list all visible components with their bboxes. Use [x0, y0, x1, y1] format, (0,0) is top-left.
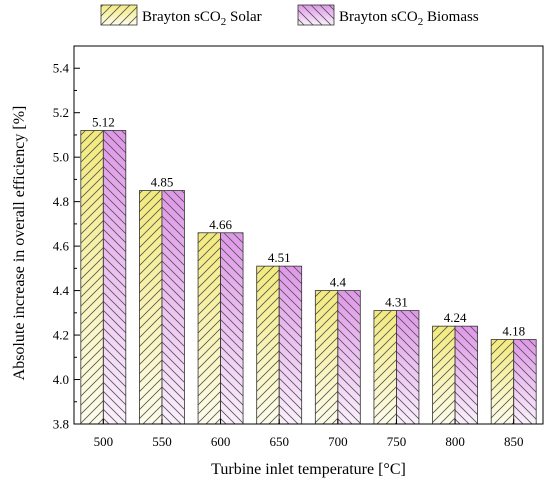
legend-label-subscript: 2: [221, 16, 227, 28]
data-label-550: 4.85: [151, 175, 174, 190]
bar-solar-500: [80, 130, 104, 425]
bar-biomass-700: [337, 290, 361, 425]
data-label-750: 4.31: [385, 295, 408, 310]
data-labels-group: 5.12 4.85 4.66 4.51 4.4 4.31 4.24 4.18: [92, 114, 525, 338]
legend-swatch-hatch: [101, 5, 137, 25]
y-tick-label: 4.2: [53, 328, 69, 343]
bar-hatch: [396, 310, 419, 424]
y-tick-label: 5.0: [53, 150, 69, 165]
x-tick-label-600: 600: [211, 434, 231, 449]
legend: Brayton sCO2 Solar Brayton sCO2 Biomass: [100, 4, 479, 28]
bar-biomass-750: [396, 310, 420, 425]
bar-solar-850: [490, 339, 515, 425]
bar-hatch: [80, 130, 104, 424]
bar-hatch: [103, 130, 126, 424]
data-label-500: 5.12: [92, 114, 115, 129]
data-label-850: 4.18: [502, 324, 525, 339]
y-tick-label: 3.8: [53, 417, 69, 432]
bar-solar-650: [256, 265, 280, 425]
x-axis: 500 550 600 650 700 750 800 850: [94, 419, 524, 449]
bar-hatch: [220, 232, 244, 424]
x-tick-label-800: 800: [445, 434, 465, 449]
x-axis-title: Turbine inlet temperature [°C]: [211, 461, 406, 478]
y-tick-label: 4.4: [53, 283, 70, 298]
legend-label-suffix: Biomass: [423, 9, 479, 25]
legend-item-solar: Brayton sCO2 Solar: [100, 4, 262, 28]
bar-biomass-600: [220, 232, 244, 425]
bar-hatch: [198, 232, 221, 424]
bar-biomass-550: [161, 190, 185, 425]
bar-biomass-850: [513, 339, 537, 425]
x-tick-label-750: 750: [387, 434, 407, 449]
legend-label-subscript: 2: [418, 16, 424, 28]
y-axis-title: Absolute increase in overall efficiency …: [11, 106, 28, 381]
bar-solar-750: [373, 310, 397, 425]
y-tick-label: 4.8: [53, 194, 69, 209]
x-tick-label-500: 500: [94, 434, 114, 449]
bar-hatch: [373, 310, 397, 424]
legend-swatch-outline: [100, 4, 138, 26]
plot-frame: [73, 45, 544, 425]
data-label-800: 4.24: [444, 310, 467, 325]
bar-hatch: [455, 326, 478, 424]
bar-biomass-650: [278, 265, 303, 425]
bar-solar-700: [314, 290, 339, 425]
bar-biomass-500: [102, 130, 127, 425]
legend-swatch-outline: [297, 4, 335, 26]
y-tick-label: 5.4: [53, 61, 70, 76]
y-tick-label: 4.0: [53, 372, 69, 387]
x-tick-label-550: 550: [152, 434, 172, 449]
legend-item-biomass: Brayton sCO2 Biomass: [297, 4, 479, 28]
y-axis: 3.8 4.0 4.2 4.4 4.6 4.8 5.0 5.2 5.4: [53, 61, 80, 432]
bar-hatch: [432, 326, 456, 424]
bar-hatch: [256, 266, 280, 424]
bar-hatch: [491, 339, 514, 424]
legend-label-suffix: Solar: [226, 9, 261, 25]
bar-solar-550: [139, 190, 163, 425]
data-label-650: 4.51: [268, 250, 291, 265]
y-tick-label: 5.2: [53, 105, 69, 120]
bar-solar-600: [197, 232, 221, 425]
bar-hatch: [337, 290, 361, 424]
bars-group: [80, 130, 537, 425]
x-tick-label-850: 850: [504, 434, 524, 449]
bar-hatch: [139, 190, 162, 424]
legend-swatch-hatch: [298, 5, 334, 25]
legend-label-prefix: Brayton sCO: [339, 9, 418, 25]
bar-hatch: [513, 339, 537, 424]
bar-biomass-800: [454, 325, 478, 425]
bar-hatch: [315, 290, 338, 424]
legend-label-prefix: Brayton sCO: [142, 9, 221, 25]
y-tick-label: 4.6: [53, 239, 70, 254]
bar-hatch: [279, 266, 302, 424]
legend-label: Brayton sCO2 Solar: [142, 9, 262, 28]
data-label-700: 4.4: [330, 275, 347, 290]
x-tick-label-650: 650: [269, 434, 289, 449]
bar-solar-800: [432, 325, 456, 425]
x-tick-label-700: 700: [328, 434, 348, 449]
bar-hatch: [161, 190, 185, 424]
legend-label: Brayton sCO2 Biomass: [339, 9, 479, 28]
data-label-600: 4.66: [209, 217, 232, 232]
